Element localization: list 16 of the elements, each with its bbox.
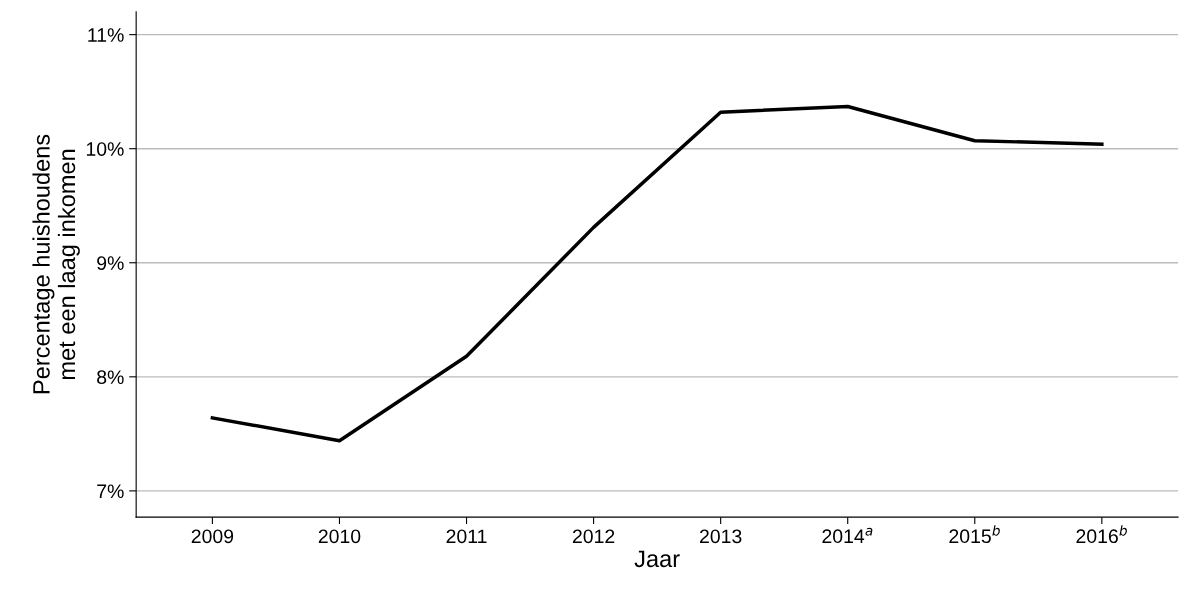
x-tick-label: 2015$^{b}$ [949,525,1000,544]
x-axis-title: Jaar [634,550,680,568]
y-tick-label: 8% [97,370,124,385]
x-tick-label: 2009 [191,529,234,544]
x-tick-label: 2010 [318,529,361,544]
x-tick-label: 2016$^{b}$ [1076,525,1127,544]
y-tick-label: 11% [88,28,124,42]
x-tick-label: 2014$^{a}$ [822,527,873,544]
x-tick-label: 2012 [572,529,615,544]
y-axis-title: Percentage huishoudens met een laag inkomen [32,134,80,394]
y-tick-label: 10% [86,142,124,156]
line-series [210,104,1104,443]
x-tick-label: 2011 [446,529,487,544]
x-tick-label: 2013 [700,529,742,544]
y-tick-label: 7% [97,484,124,499]
y-tick-label: 9% [97,256,124,270]
